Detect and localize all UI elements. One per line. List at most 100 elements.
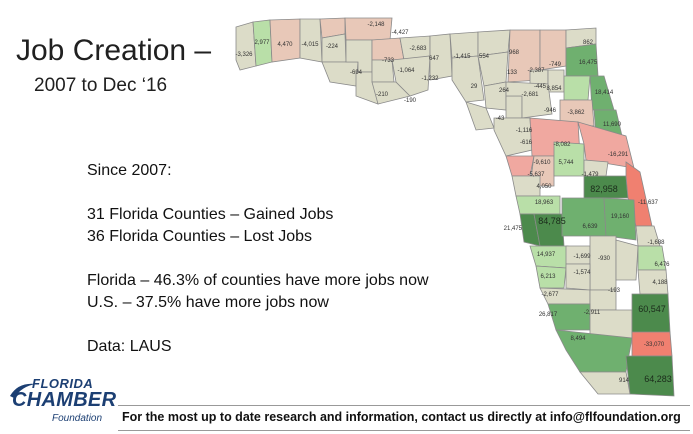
county-label: 82,958 <box>590 184 618 194</box>
county-sarasota <box>535 265 567 289</box>
county-label: 18,414 <box>595 90 614 96</box>
county-lafayette <box>483 81 507 111</box>
county-label: 26,817 <box>539 312 558 318</box>
logo-florida-text: FLORIDA <box>32 376 94 391</box>
county-highlands <box>589 235 617 291</box>
county-label: 554 <box>479 54 490 60</box>
logo-chamber-text: CHAMBER <box>12 389 117 411</box>
county-label: -4,427 <box>391 30 409 36</box>
county-label: -946 <box>544 108 557 114</box>
county-osceola <box>603 197 637 241</box>
county-label: -33,070 <box>644 342 665 348</box>
county-label: 4,188 <box>652 280 668 286</box>
county-label: -694 <box>350 70 363 76</box>
county-label: -8,082 <box>553 142 571 148</box>
county-label: 60,547 <box>638 304 666 314</box>
county-label: 11,690 <box>603 122 622 128</box>
title-block: Job Creation – 2007 to Dec ‘16 <box>16 34 236 98</box>
county-label: -11,637 <box>638 200 659 206</box>
page-subtitle: 2007 to Dec ‘16 <box>34 75 168 96</box>
county-label: 4,050 <box>536 184 552 190</box>
county-label: -2,387 <box>527 68 545 74</box>
county-label: -445 <box>534 84 547 90</box>
county-label: -1,688 <box>647 240 665 246</box>
county-label: -4,015 <box>301 42 319 48</box>
county-label: -1,116 <box>516 128 533 134</box>
logo-swoosh-icon <box>10 383 36 398</box>
county-polk <box>561 197 607 237</box>
county-label: 2,977 <box>254 40 270 46</box>
county-label: 647 <box>429 56 440 62</box>
footer-contact-text: For the most up to date research and inf… <box>122 410 681 424</box>
county-putnam <box>559 99 595 127</box>
county-label: -1,064 <box>397 68 415 74</box>
county-label: 862 <box>583 40 594 46</box>
county-label: 5,744 <box>558 160 574 166</box>
county-label: -2,681 <box>521 92 539 98</box>
county-label: 4,470 <box>277 42 293 48</box>
county-label: -43 <box>496 116 505 122</box>
county-label: -733 <box>382 58 395 64</box>
county-label: -16,291 <box>608 152 629 158</box>
us-share-text: U.S. – 37.5% have more jobs now <box>87 294 329 311</box>
county-label: 6,476 <box>654 262 670 268</box>
county-miami-dade <box>625 355 675 397</box>
county-label: 64,283 <box>644 374 672 384</box>
county-label: -2,677 <box>541 292 559 298</box>
stats-block: Since 2007: 31 Florida Counties – Gained… <box>87 160 507 358</box>
county-label: -2,683 <box>409 46 427 52</box>
county-label: 21,475 <box>504 226 523 232</box>
county-label: -224 <box>326 44 339 50</box>
page-title: Job Creation – <box>16 34 212 67</box>
florida-chamber-foundation-logo: FLORIDA CHAMBER Foundation <box>8 376 118 432</box>
county-clay <box>563 75 591 101</box>
county-label: -1,574 <box>573 270 591 276</box>
county-wakulla <box>391 55 431 97</box>
county-label: -2,148 <box>367 22 385 28</box>
county-label: -210 <box>376 92 389 98</box>
county-palm-beach <box>631 293 671 339</box>
county-label: 968 <box>509 50 520 56</box>
footer-bar: For the most up to date research and inf… <box>118 405 690 431</box>
since-label: Since 2007: <box>87 162 172 179</box>
county-label: -3,326 <box>235 52 253 58</box>
county-label: -749 <box>549 62 562 68</box>
county-label: 6,213 <box>540 274 556 280</box>
county-taylor <box>451 55 485 103</box>
data-source-text: Data: LAUS <box>87 338 172 355</box>
lost-jobs-text: 36 Florida Counties – Lost Jobs <box>87 228 313 245</box>
county-label: 29 <box>471 84 478 90</box>
county-label: 84,785 <box>538 216 566 226</box>
county-label: -190 <box>404 98 417 104</box>
county-volusia <box>577 121 635 169</box>
county-label: 6,639 <box>582 224 598 230</box>
county-label: 133 <box>507 70 518 76</box>
county-label: -1,699 <box>573 254 591 260</box>
county-label: -1,479 <box>581 172 599 178</box>
county-walton <box>299 18 323 63</box>
county-label: -193 <box>608 288 621 294</box>
county-label: -1,232 <box>421 76 439 82</box>
county-label: -9,610 <box>533 160 551 166</box>
gained-jobs-text: 31 Florida Counties – Gained Jobs <box>87 206 334 223</box>
county-label: 264 <box>499 88 510 94</box>
florida-county-map: -3,326 2,977 4,470 -4,015 -2,148 -4,427 … <box>235 17 675 397</box>
florida-share-text: Florida – 46.3% of counties have more jo… <box>87 272 429 289</box>
county-label: -5,637 <box>527 172 545 178</box>
county-desoto <box>565 263 591 291</box>
county-label: -616 <box>520 140 533 146</box>
county-label: 8,854 <box>546 86 562 92</box>
county-label: -2,911 <box>584 310 601 316</box>
county-gadsden <box>371 37 405 61</box>
county-label: -3,862 <box>567 110 585 116</box>
county-label: 19,160 <box>611 214 630 220</box>
county-label: -1,415 <box>453 54 471 60</box>
county-levy <box>493 117 533 157</box>
county-okaloosa <box>269 18 301 63</box>
county-label: 18,963 <box>535 200 554 206</box>
county-okeechobee <box>615 239 639 281</box>
logo-foundation-text: Foundation <box>52 413 103 424</box>
county-label: 16,475 <box>579 60 598 66</box>
county-label: 914 <box>619 378 630 384</box>
county-label: -930 <box>598 256 611 262</box>
